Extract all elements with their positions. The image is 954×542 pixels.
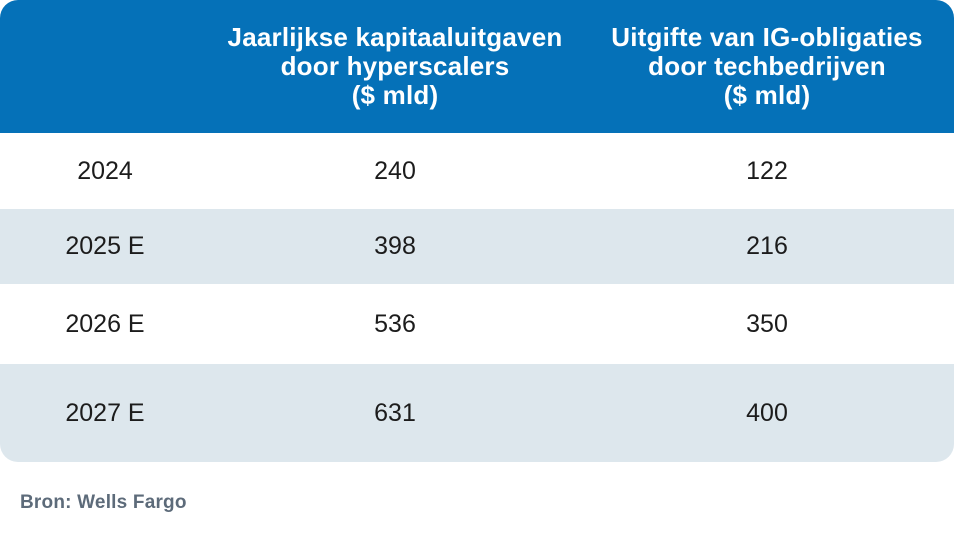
year-cell: 2024 [77, 156, 133, 185]
column-header-capex: Jaarlijkse kapitaaluitgaven door hypersc… [227, 21, 563, 111]
capex-cell: 631 [374, 398, 416, 427]
bonds-cell: 122 [746, 156, 788, 185]
column-header-bonds: Uitgifte van IG-obligaties door techbedr… [611, 21, 923, 111]
capex-cell: 398 [374, 232, 416, 260]
bonds-cell: 350 [746, 309, 788, 338]
bonds-cell: 400 [746, 398, 788, 427]
source-note: Bron: Wells Fargo [20, 492, 187, 513]
table-row: 2027 E 631 400 [0, 364, 954, 462]
capex-cell: 536 [374, 309, 416, 338]
table-header-row: Jaarlijkse kapitaaluitgaven door hypersc… [0, 0, 954, 133]
table-row: 2024 240 122 [0, 133, 954, 209]
table-row: 2025 E 398 216 [0, 209, 954, 284]
table-row: 2026 E 536 350 [0, 284, 954, 364]
bonds-cell: 216 [746, 232, 788, 260]
capex-cell: 240 [374, 156, 416, 185]
year-cell: 2026 E [65, 309, 145, 338]
year-cell: 2027 E [65, 398, 145, 427]
capex-bonds-table: Jaarlijkse kapitaaluitgaven door hypersc… [0, 0, 954, 462]
year-cell: 2025 E [65, 232, 145, 260]
